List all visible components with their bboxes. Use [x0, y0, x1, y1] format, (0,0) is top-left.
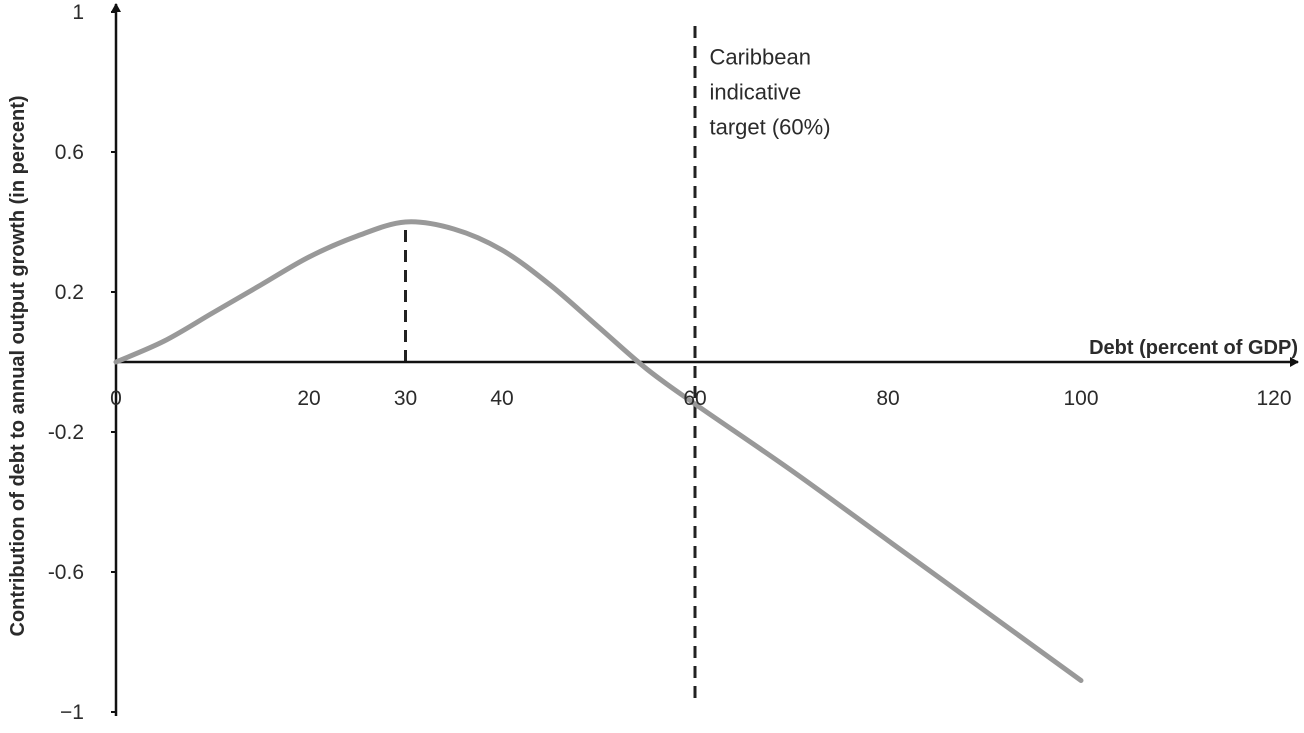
annotation-text: Caribbean indicative target (60%) [709, 45, 830, 140]
y-axis-title: Contribution of debt to annual output gr… [7, 95, 29, 636]
x-axis-title: Debt (percent of GDP) [1089, 337, 1298, 359]
y-tick-label: 1 [72, 1, 84, 24]
x-tick-label: 0 [110, 387, 122, 410]
y-tick-label: -0.6 [48, 561, 84, 584]
x-tick-label: 80 [876, 387, 899, 410]
series-line [113, 219, 1084, 683]
y-tick-label: 0.2 [55, 281, 84, 304]
annotation-line: target (60%) [709, 115, 830, 140]
y-tick-label: −1 [60, 701, 84, 724]
annotation-line: indicative [709, 80, 801, 105]
annotation-line: Caribbean [709, 45, 811, 70]
x-tick-label: 120 [1256, 387, 1291, 410]
x-tick-label: 30 [394, 387, 417, 410]
x-tick-label: 100 [1063, 387, 1098, 410]
x-tick-label: 20 [297, 387, 320, 410]
x-tick-label: 60 [683, 387, 706, 410]
y-tick-label: 0.6 [55, 141, 84, 164]
x-tick-label: 40 [490, 387, 513, 410]
y-tick-label: -0.2 [48, 421, 84, 444]
